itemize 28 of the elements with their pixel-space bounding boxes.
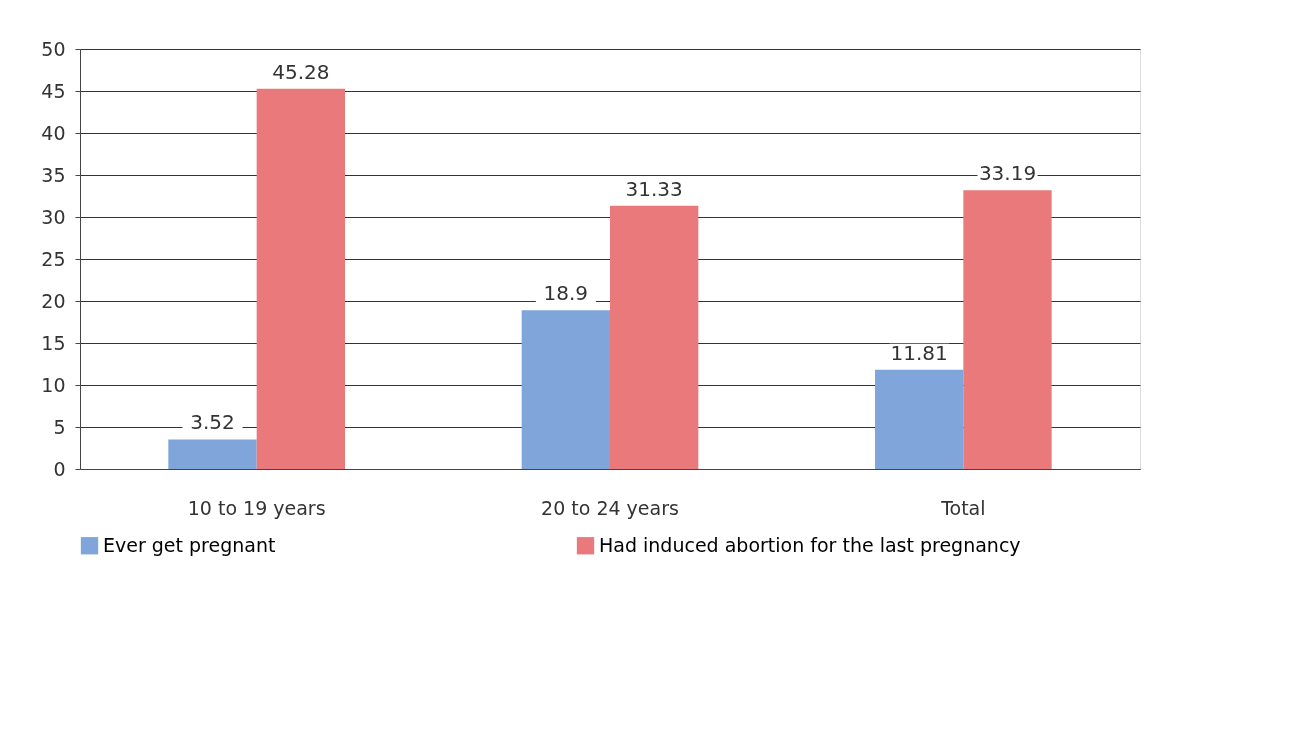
data-label: 3.52	[190, 410, 235, 435]
bar	[963, 190, 1052, 469]
bar	[256, 88, 345, 469]
x-tick-label: Total	[940, 496, 986, 519]
data-label: 31.33	[625, 176, 683, 201]
y-tick-label: 0	[53, 457, 66, 480]
y-tick-label: 10	[41, 373, 66, 396]
bar	[875, 369, 964, 469]
data-label: 11.81	[890, 340, 948, 365]
y-tick-label: 5	[53, 415, 66, 438]
bar	[521, 310, 610, 469]
y-tick-label: 20	[41, 289, 66, 312]
data-label: 45.28	[272, 59, 330, 84]
x-tick-label: 10 to 19 years	[187, 496, 326, 519]
legend-label: Ever get pregnant	[103, 533, 276, 556]
y-tick-label: 30	[41, 205, 66, 228]
legend-label: Had induced abortion for the last pregnancy	[599, 533, 1021, 556]
y-tick-label: 35	[41, 163, 66, 186]
y-tick-label: 45	[41, 79, 66, 102]
x-tick-label: 20 to 24 years	[541, 496, 679, 519]
bar	[610, 205, 699, 469]
y-tick-label: 25	[41, 247, 66, 270]
data-label: 18.9	[543, 281, 589, 306]
bar	[168, 439, 257, 469]
y-tick-label: 40	[41, 121, 66, 144]
y-tick-label: 15	[41, 331, 66, 354]
y-tick-label: 50	[41, 37, 66, 60]
data-label: 33.19	[978, 161, 1037, 186]
